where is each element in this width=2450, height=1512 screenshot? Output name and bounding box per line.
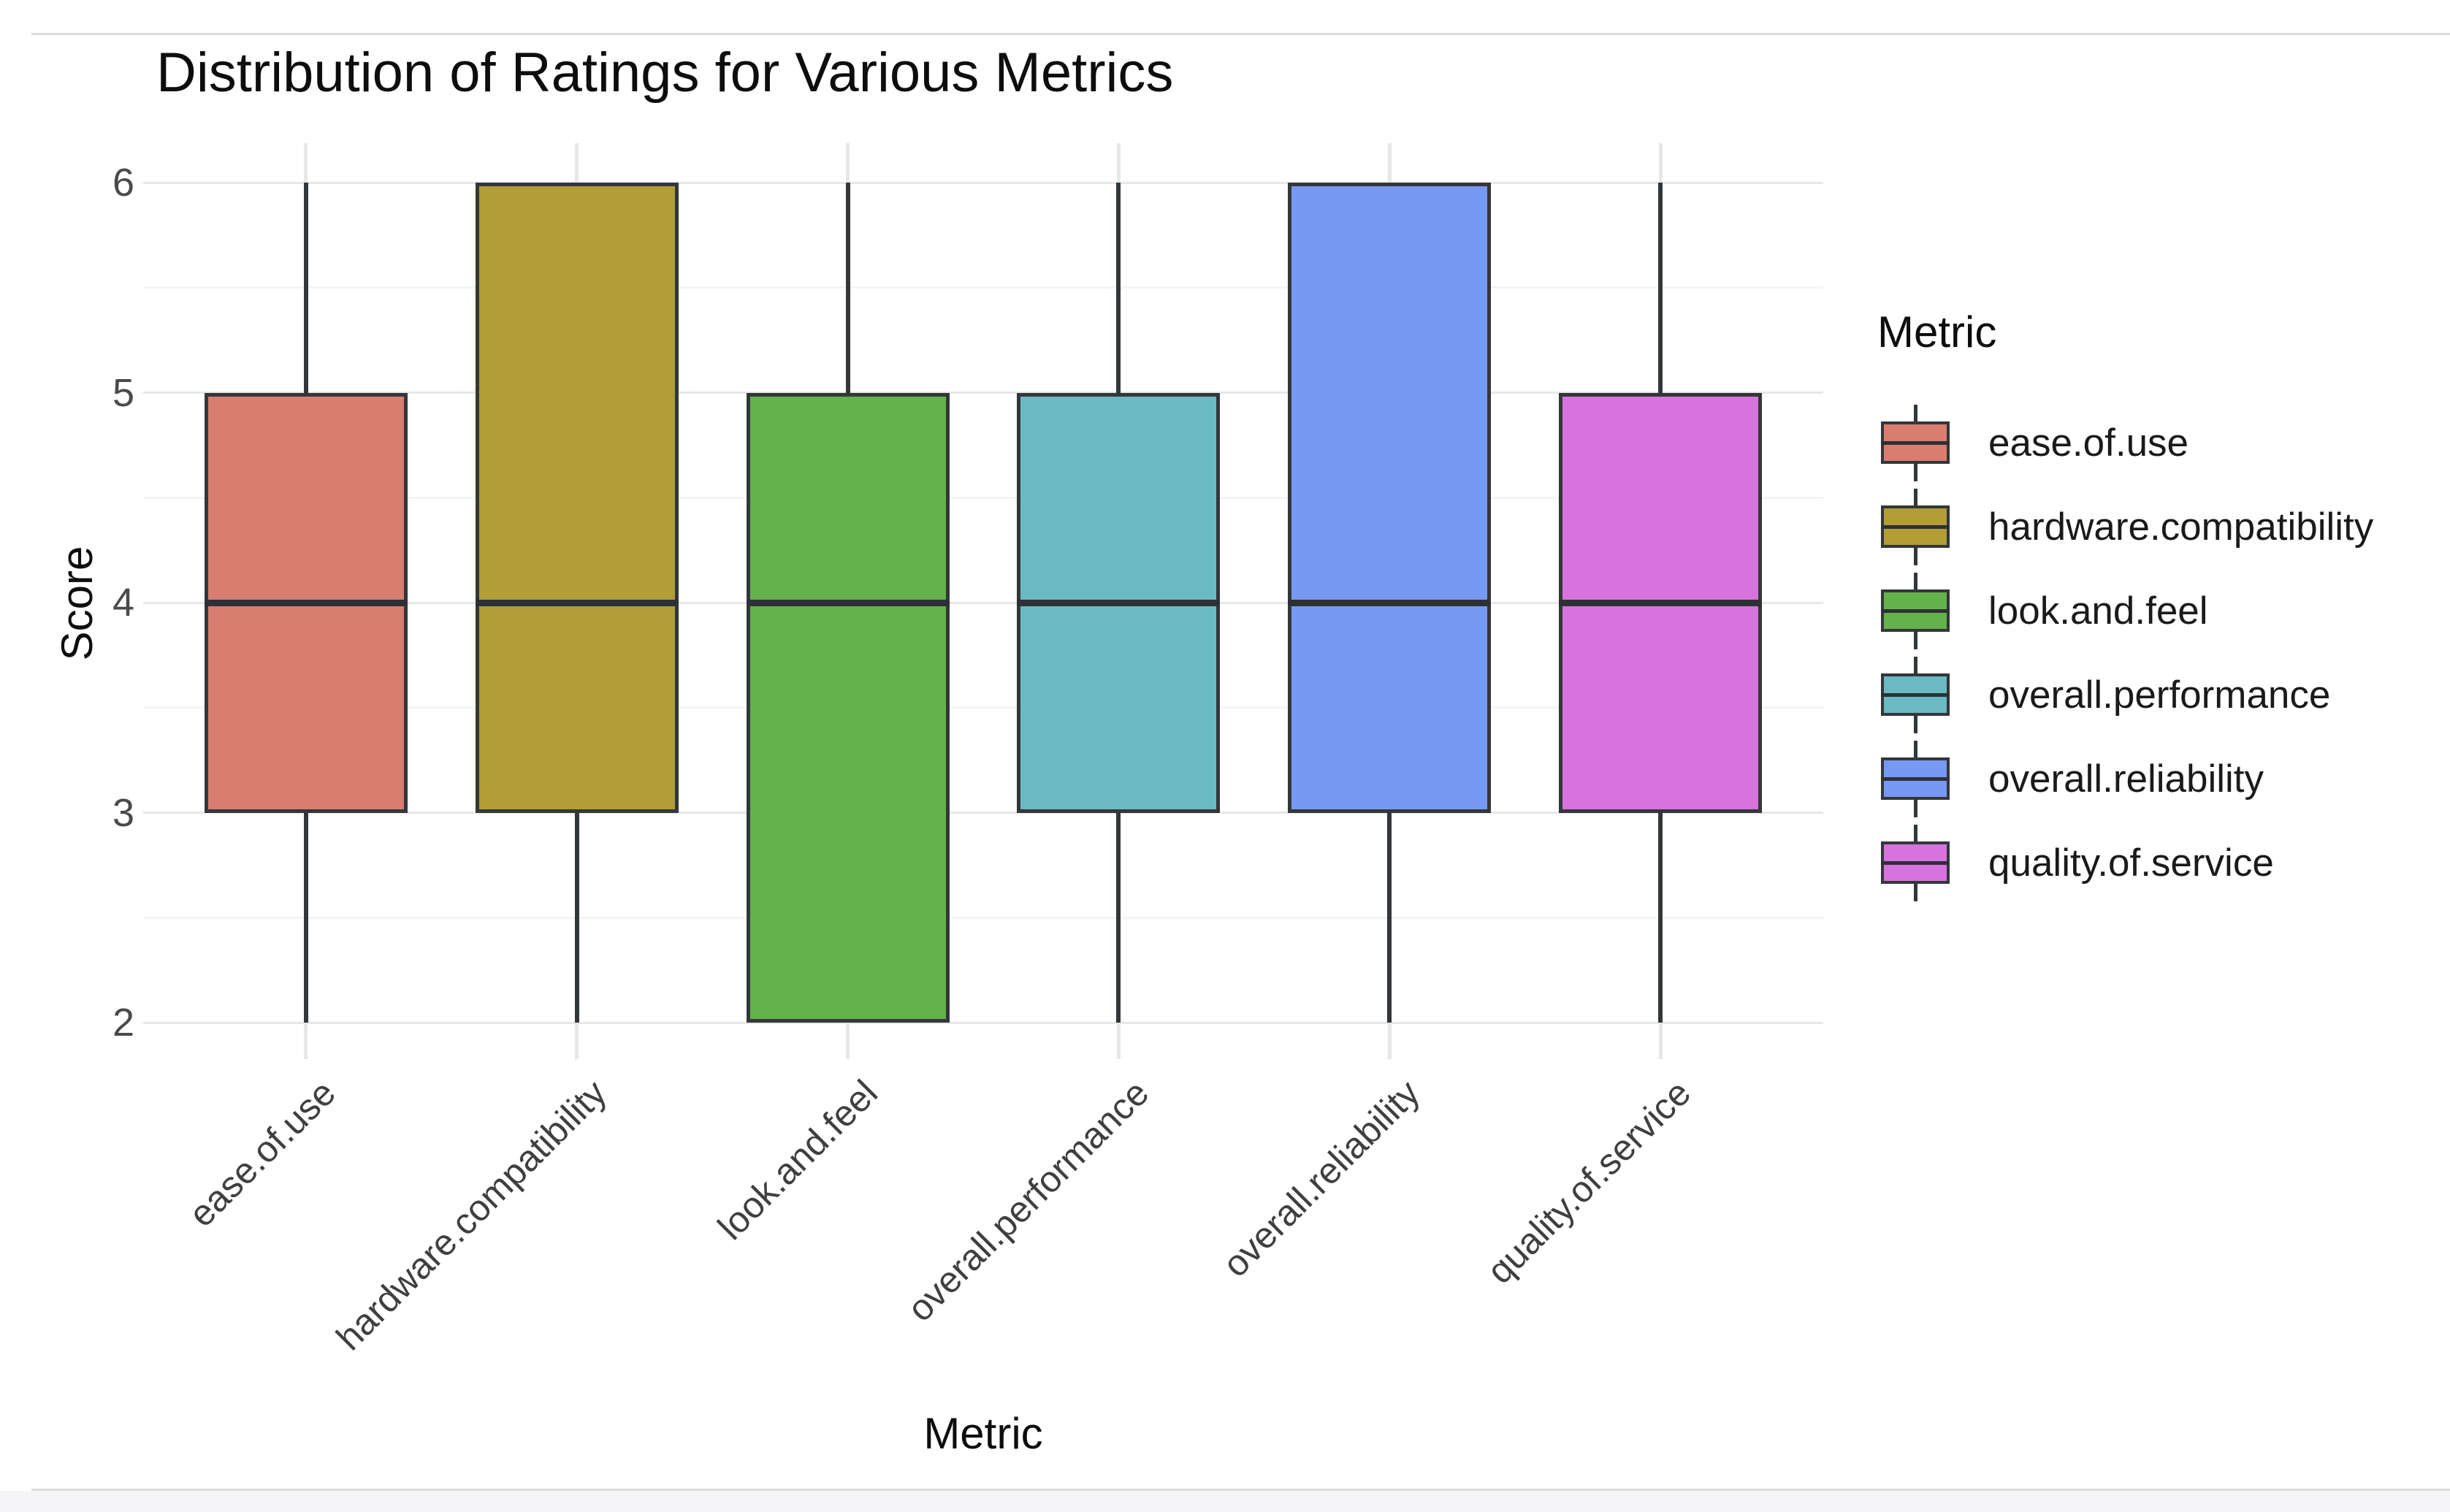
chart-title: Distribution of Ratings for Various Metr… (156, 42, 1174, 104)
legend-key-median (1881, 693, 1950, 697)
x-tick-text-quality.of.service: quality.of.service (1478, 1072, 1698, 1292)
x-tick-text-look.and.feel: look.and.feel (709, 1072, 885, 1248)
boxplot-box-hardware.compatibility (475, 183, 679, 813)
gridline-major-y-6 (143, 181, 1823, 184)
top-border-line (31, 33, 2450, 35)
boxplot-median-look.and.feel (746, 599, 950, 606)
legend-key-boxplot-icon-ease.of.use (1877, 401, 1953, 485)
legend-item-overall.performance: overall.performance (1877, 653, 2373, 737)
whisker-lower-ease.of.use (303, 812, 308, 1023)
legend-key-median (1881, 777, 1950, 781)
x-axis-title: Metric (923, 1409, 1043, 1458)
boxplot-box-look.and.feel (746, 392, 950, 1023)
whisker-lower-overall.reliability (1387, 812, 1392, 1023)
legend-label-overall.performance: overall.performance (1988, 673, 2331, 717)
legend: Metric ease.of.use hardware.compatibility… (1877, 307, 2373, 905)
gridline-minor-y-3.5 (143, 706, 1823, 709)
bottom-margin-strip (0, 1491, 2450, 1512)
whisker-lower-quality.of.service (1658, 812, 1663, 1023)
boxplot-box-overall.reliability (1288, 183, 1492, 813)
y-tick-label-5: 5 (112, 370, 134, 415)
legend-label-hardware.compatibility: hardware.compatibility (1988, 505, 2374, 549)
legend-item-overall.reliability: overall.reliability (1877, 737, 2373, 821)
y-axis-title: Score (52, 546, 102, 661)
legend-key-boxplot-icon-look.and.feel (1877, 569, 1953, 653)
whisker-upper-ease.of.use (303, 183, 308, 393)
legend-item-ease.of.use: ease.of.use (1877, 401, 2373, 485)
legend-items: ease.of.use hardware.compatibility look.an… (1877, 401, 2373, 905)
gridline-major-y-5 (143, 392, 1823, 394)
y-tick-label-3: 3 (112, 790, 134, 835)
x-tick-text-hardware.compatibility: hardware.compatibility (328, 1072, 615, 1359)
legend-key-boxplot-icon-hardware.compatibility (1877, 485, 1953, 569)
gridline-major-y-3 (143, 812, 1823, 814)
legend-key-boxplot-icon-overall.reliability (1877, 737, 1953, 821)
plot-panel (143, 143, 1823, 1059)
gridline-minor-y-4.5 (143, 496, 1823, 499)
legend-item-hardware.compatibility: hardware.compatibility (1877, 485, 2373, 569)
legend-item-look.and.feel: look.and.feel (1877, 569, 2373, 653)
boxplot-median-hardware.compatibility (475, 599, 679, 606)
gridline-minor-y-5.5 (143, 286, 1823, 289)
x-tick-text-ease.of.use: ease.of.use (180, 1072, 344, 1235)
legend-label-ease.of.use: ease.of.use (1988, 421, 2189, 465)
y-tick-label-4: 4 (112, 581, 134, 625)
legend-label-look.and.feel: look.and.feel (1988, 589, 2208, 633)
bottom-border-line (31, 1489, 2450, 1491)
boxplot-median-overall.reliability (1288, 599, 1492, 606)
whisker-upper-quality.of.service (1658, 183, 1663, 393)
whisker-lower-hardware.compatibility (574, 812, 579, 1023)
y-tick-label-2: 2 (112, 1001, 134, 1045)
x-tick-text-overall.performance: overall.performance (898, 1072, 1156, 1329)
legend-title: Metric (1877, 308, 1997, 356)
legend-key-median (1881, 441, 1950, 445)
boxplot-median-ease.of.use (204, 599, 408, 606)
gridline-minor-y-2.5 (143, 916, 1823, 919)
x-tick-text-overall.reliability: overall.reliability (1214, 1072, 1427, 1285)
boxplot-median-overall.performance (1017, 599, 1221, 606)
whisker-upper-look.and.feel (845, 183, 850, 393)
y-tick-label-6: 6 (112, 161, 134, 205)
boxplot-median-quality.of.service (1559, 599, 1763, 606)
legend-key-boxplot-icon-quality.of.service (1877, 821, 1953, 905)
legend-item-quality.of.service: quality.of.service (1877, 821, 2373, 905)
legend-key-median (1881, 861, 1950, 865)
legend-key-median (1881, 609, 1950, 613)
legend-label-overall.reliability: overall.reliability (1988, 757, 2264, 801)
whisker-lower-overall.performance (1116, 812, 1121, 1023)
gridline-major-y-4 (143, 601, 1823, 604)
whisker-upper-overall.performance (1116, 183, 1121, 393)
legend-key-boxplot-icon-overall.performance (1877, 653, 1953, 737)
legend-key-median (1881, 525, 1950, 529)
legend-label-quality.of.service: quality.of.service (1988, 841, 2274, 885)
gridline-major-y-2 (143, 1021, 1823, 1024)
